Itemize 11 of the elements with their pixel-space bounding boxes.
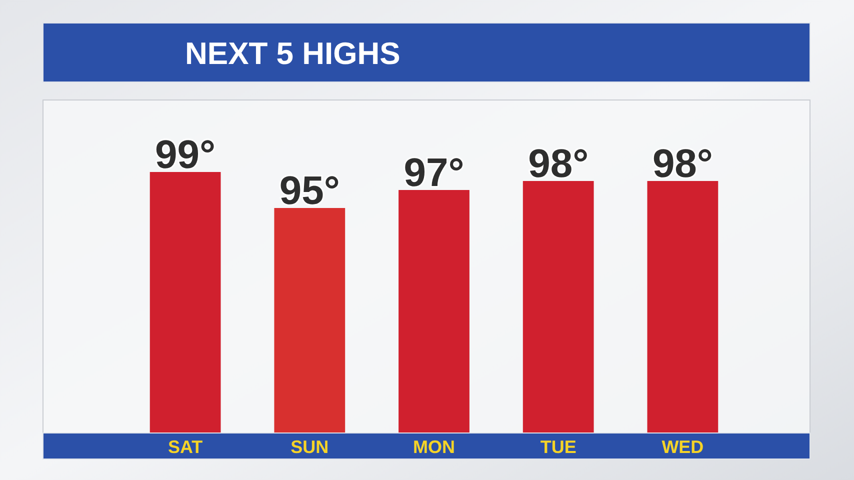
x-tick-label: WED	[662, 437, 704, 457]
x-tick-label: TUE	[540, 437, 576, 457]
x-tick-label: SUN	[290, 437, 329, 457]
data-label: 98°	[528, 142, 589, 186]
x-tick-label: SAT	[168, 437, 203, 457]
data-label: 95°	[279, 169, 340, 213]
x-tick-label: MON	[413, 437, 455, 457]
chart-title: NEXT 5 HIGHS	[185, 36, 400, 71]
data-label: 97°	[404, 151, 464, 195]
data-label: 98°	[652, 142, 713, 186]
data-label: 99°	[155, 133, 216, 177]
